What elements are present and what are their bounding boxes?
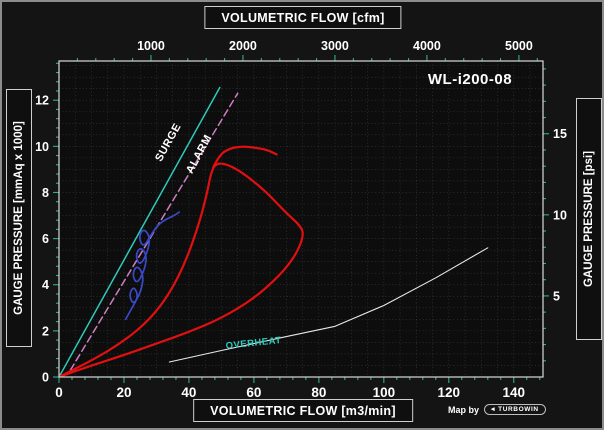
bottom-axis-title: VOLUMETRIC FLOW [m3/min] bbox=[210, 403, 396, 418]
svg-text:10: 10 bbox=[35, 140, 49, 154]
chart-title: WL-i200-08 bbox=[427, 71, 513, 88]
svg-text:60: 60 bbox=[246, 385, 261, 400]
svg-text:4: 4 bbox=[42, 278, 49, 292]
svg-text:1000: 1000 bbox=[137, 39, 165, 53]
svg-text:5: 5 bbox=[553, 289, 560, 303]
bottom-axis-title-box: VOLUMETRIC FLOW [m3/min] bbox=[193, 399, 413, 422]
series-surge-line bbox=[59, 86, 221, 377]
series-performance-envelope bbox=[59, 162, 304, 377]
svg-text:2000: 2000 bbox=[229, 39, 257, 53]
svg-text:120: 120 bbox=[438, 385, 461, 400]
turbowin-logo: ◂ TURBOWIN bbox=[484, 404, 546, 415]
plot-area bbox=[59, 61, 543, 377]
plot-border bbox=[58, 60, 544, 378]
map-by-label: Map by bbox=[448, 404, 480, 415]
left-axis-title: GAUGE PRESSURE [mmAq x 1000] bbox=[13, 121, 26, 315]
svg-text:140: 140 bbox=[502, 385, 525, 400]
tick-labels: 0 20 40 60 80 100 120 140 1000 2000 3000 4000 5000 0 2… bbox=[35, 39, 567, 400]
series-group bbox=[59, 86, 489, 377]
svg-text:20: 20 bbox=[116, 385, 131, 400]
series-overheat-line bbox=[168, 247, 489, 363]
svg-text:8: 8 bbox=[42, 186, 49, 200]
svg-text:5000: 5000 bbox=[505, 39, 533, 53]
credit-area: Map by ◂ TURBOWIN bbox=[448, 404, 546, 415]
svg-text:100: 100 bbox=[373, 385, 396, 400]
top-axis-title-box: VOLUMETRIC FLOW [cfm] bbox=[204, 6, 402, 29]
top-axis-title: VOLUMETRIC FLOW [cfm] bbox=[221, 10, 385, 25]
svg-text:2: 2 bbox=[42, 324, 49, 338]
svg-text:15: 15 bbox=[553, 127, 567, 141]
left-axis-title-box: GAUGE PRESSURE [mmAq x 1000] bbox=[6, 89, 32, 347]
turbowin-logo-mark: ◂ bbox=[491, 406, 496, 413]
svg-text:12: 12 bbox=[35, 94, 49, 108]
svg-text:0: 0 bbox=[55, 385, 63, 400]
series-performance-top-hook bbox=[212, 145, 278, 169]
svg-text:6: 6 bbox=[42, 232, 49, 246]
right-axis-title-box: GAUGE PRESSURE [psi] bbox=[576, 98, 602, 340]
svg-text:4000: 4000 bbox=[413, 39, 441, 53]
svg-text:40: 40 bbox=[181, 385, 196, 400]
right-axis-title: GAUGE PRESSURE [psi] bbox=[583, 150, 596, 288]
turbowin-logo-text: TURBOWIN bbox=[498, 406, 539, 413]
svg-text:3000: 3000 bbox=[321, 39, 349, 53]
svg-text:0: 0 bbox=[42, 371, 49, 385]
svg-text:10: 10 bbox=[553, 208, 567, 222]
svg-text:80: 80 bbox=[311, 385, 326, 400]
series-test-data-squiggle bbox=[124, 211, 181, 321]
